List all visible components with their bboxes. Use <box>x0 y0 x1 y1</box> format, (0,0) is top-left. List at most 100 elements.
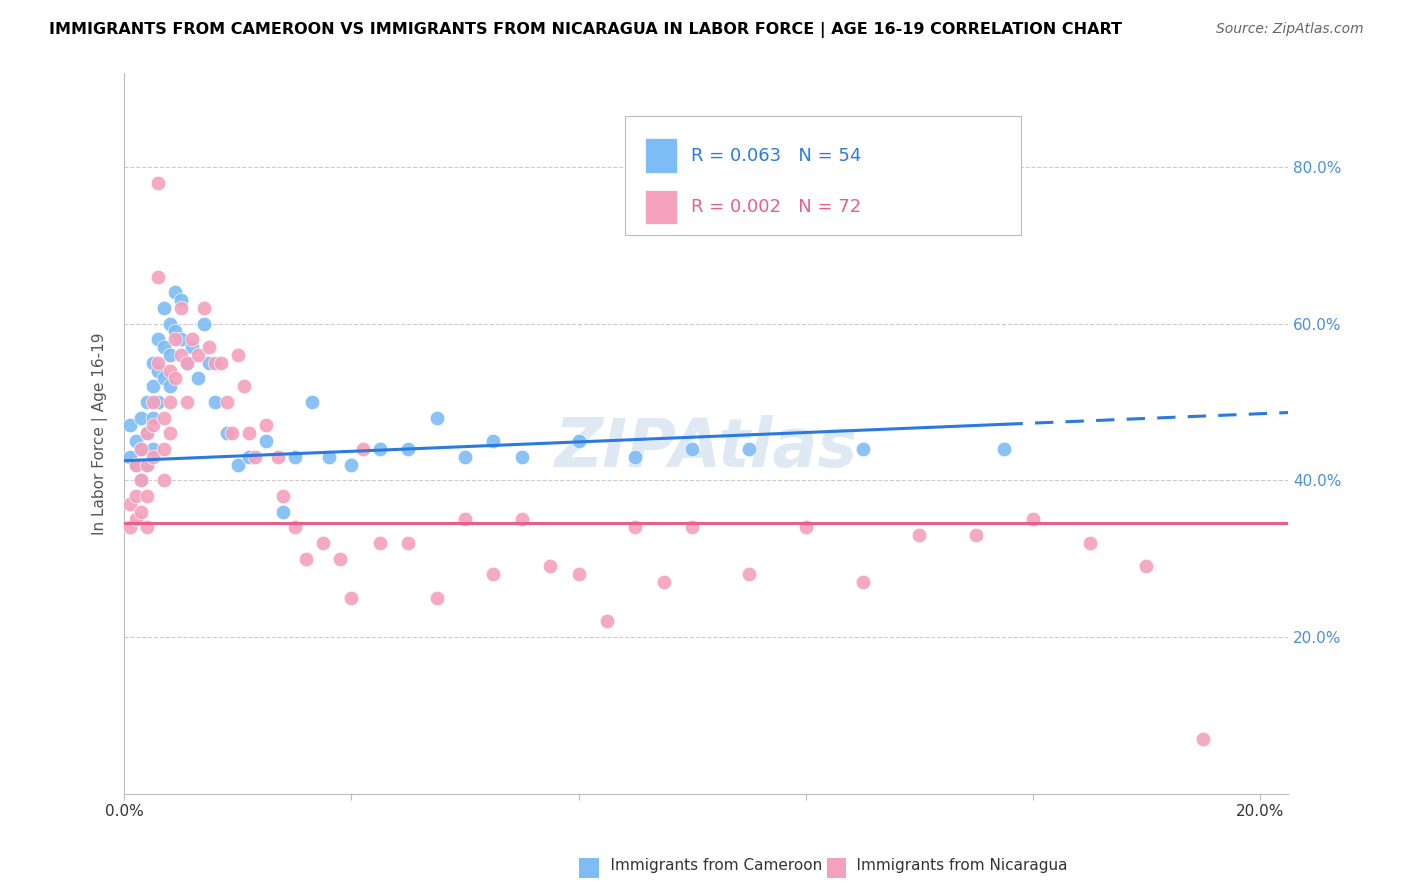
Point <box>142 379 165 393</box>
Point <box>136 395 159 409</box>
Point <box>142 450 165 464</box>
Point <box>142 356 165 370</box>
Point <box>284 520 307 534</box>
Point <box>124 489 146 503</box>
Text: Immigrants from Cameroon: Immigrants from Cameroon <box>591 858 821 872</box>
Point <box>142 410 165 425</box>
Point <box>159 317 181 331</box>
FancyBboxPatch shape <box>624 116 1021 235</box>
Text: R = 0.063   N = 54: R = 0.063 N = 54 <box>692 146 862 164</box>
Bar <box>645 190 678 224</box>
Point <box>148 364 170 378</box>
Point <box>426 410 449 425</box>
Point <box>312 536 335 550</box>
Point <box>124 458 146 472</box>
Point <box>153 371 176 385</box>
Text: Immigrants from Nicaragua: Immigrants from Nicaragua <box>837 858 1067 872</box>
Point <box>142 418 165 433</box>
Point <box>131 473 153 487</box>
Point <box>148 332 170 346</box>
Point <box>215 395 238 409</box>
Point <box>295 551 318 566</box>
Point <box>159 348 181 362</box>
Point <box>482 567 505 582</box>
Point <box>254 418 277 433</box>
Point <box>851 575 873 590</box>
Point <box>568 434 591 449</box>
Point <box>181 332 204 346</box>
Point <box>1135 559 1157 574</box>
Point <box>538 559 561 574</box>
Point <box>170 293 193 307</box>
Text: ZIPAtlas: ZIPAtlas <box>555 415 858 481</box>
Point <box>176 356 198 370</box>
Point <box>340 458 363 472</box>
Point <box>243 450 266 464</box>
Point <box>271 489 294 503</box>
Point <box>159 364 181 378</box>
Point <box>165 325 187 339</box>
Point <box>232 379 254 393</box>
Point <box>238 426 260 441</box>
Point <box>284 450 307 464</box>
Point <box>681 442 703 456</box>
Point <box>118 418 141 433</box>
Point <box>136 426 159 441</box>
Point <box>204 356 226 370</box>
Point <box>652 575 675 590</box>
Point <box>176 356 198 370</box>
Point <box>215 426 238 441</box>
Point <box>170 301 193 315</box>
Point <box>482 434 505 449</box>
Point <box>153 340 176 354</box>
Point <box>624 520 647 534</box>
Point <box>596 615 619 629</box>
Point <box>318 450 340 464</box>
Point <box>118 497 141 511</box>
Point <box>510 512 533 526</box>
Point <box>153 410 176 425</box>
Point <box>159 426 181 441</box>
Point <box>624 450 647 464</box>
Point <box>238 450 260 464</box>
Point <box>170 332 193 346</box>
Point <box>851 442 873 456</box>
Point <box>142 442 165 456</box>
Point <box>454 450 477 464</box>
Point <box>181 340 204 354</box>
Point <box>131 410 153 425</box>
Point <box>159 379 181 393</box>
Point <box>226 458 249 472</box>
Text: R = 0.002   N = 72: R = 0.002 N = 72 <box>692 198 862 216</box>
Point <box>136 458 159 472</box>
Point <box>131 442 153 456</box>
Point <box>368 536 391 550</box>
Point <box>148 176 170 190</box>
Point <box>187 348 209 362</box>
Point <box>221 426 243 441</box>
Point <box>198 340 221 354</box>
Bar <box>645 138 678 173</box>
Point <box>340 591 363 605</box>
Point <box>198 356 221 370</box>
Point <box>271 505 294 519</box>
Point <box>153 473 176 487</box>
Point <box>396 536 419 550</box>
Text: Source: ZipAtlas.com: Source: ZipAtlas.com <box>1216 22 1364 37</box>
Point <box>124 434 146 449</box>
Point <box>368 442 391 456</box>
Y-axis label: In Labor Force | Age 16-19: In Labor Force | Age 16-19 <box>93 332 108 534</box>
Point <box>1022 512 1045 526</box>
Point <box>254 434 277 449</box>
Point <box>738 567 761 582</box>
Point <box>1078 536 1101 550</box>
Point <box>965 528 987 542</box>
Point <box>148 356 170 370</box>
Point <box>301 395 323 409</box>
Point <box>148 395 170 409</box>
Point <box>209 356 232 370</box>
Point <box>131 442 153 456</box>
Point <box>153 301 176 315</box>
Point <box>165 371 187 385</box>
Point <box>454 512 477 526</box>
